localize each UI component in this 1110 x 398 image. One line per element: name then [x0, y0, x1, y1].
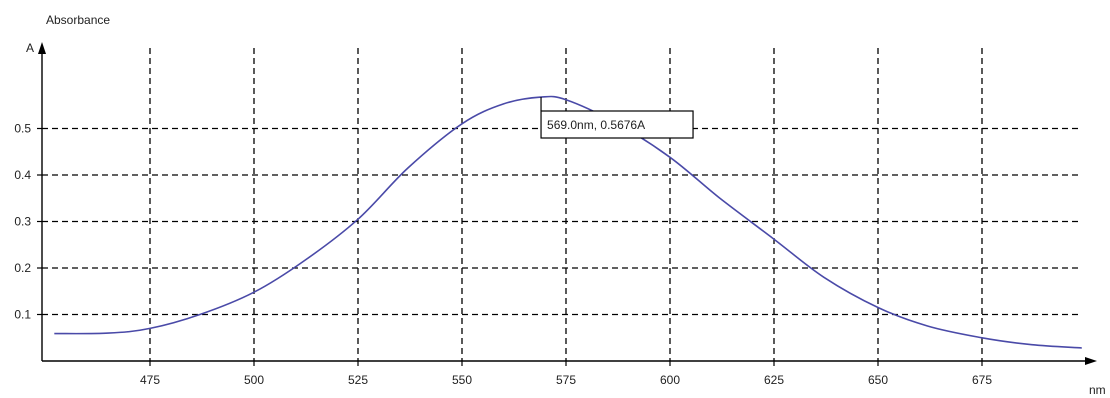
- x-axis-arrow: [1085, 357, 1097, 365]
- y-tick-label: 0.4: [14, 168, 31, 182]
- tick-marks: [37, 127, 983, 366]
- x-tick-label: 475: [140, 373, 160, 387]
- tick-labels: 475 500 525 550 575 600 625 650 675 0.1 0.2 0.3 0.4 0…: [14, 122, 992, 388]
- axes: [38, 42, 1097, 365]
- series-line: [54, 95, 1082, 349]
- y-tick-label: 0.3: [14, 215, 31, 229]
- x-tick-label: 600: [660, 373, 680, 387]
- x-tick-label: 575: [556, 373, 576, 387]
- x-tick-label: 550: [452, 373, 472, 387]
- peak-annotation: 569.0nm, 0.5676A: [540, 97, 694, 139]
- annotation-label: 569.0nm, 0.5676A: [547, 118, 645, 132]
- x-tick-label: 500: [244, 373, 264, 387]
- y-axis-arrow: [38, 42, 46, 54]
- y-tick-label: 0.2: [14, 261, 31, 275]
- y-axis-title: Absorbance: [46, 13, 110, 27]
- x-tick-label: 525: [348, 373, 368, 387]
- x-axis-unit-label: nm: [1089, 383, 1106, 397]
- x-tick-label: 625: [764, 373, 784, 387]
- y-tick-label: 0.5: [14, 122, 31, 136]
- y-tick-label: 0.1: [14, 308, 31, 322]
- grid-lines: [42, 48, 1082, 361]
- annotation-box: [540, 110, 694, 139]
- y-axis-unit-label: A: [26, 41, 34, 55]
- x-tick-label: 650: [868, 373, 888, 387]
- x-tick-label: 675: [972, 373, 992, 387]
